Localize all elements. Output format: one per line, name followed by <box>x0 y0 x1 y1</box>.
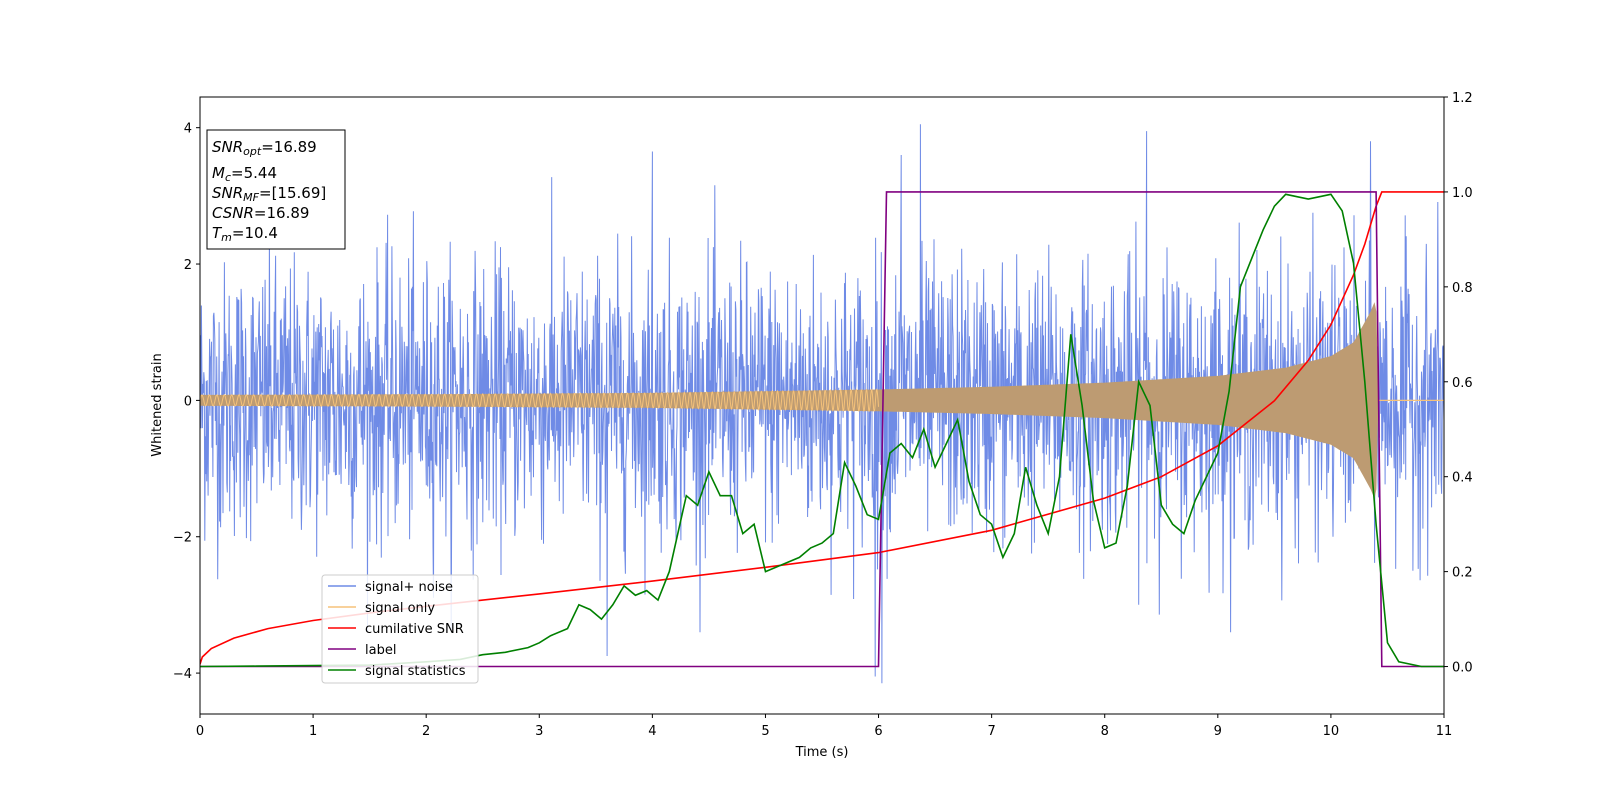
y-axis-right: 1.2 1.0 0.8 0.6 0.4 0.2 0.0 <box>1444 91 1473 676</box>
info-snr-mf: SNRMF=[15.69] <box>212 184 326 204</box>
x-tick-label: 0 <box>196 724 204 739</box>
y-tick-label: 4 <box>184 122 192 137</box>
y2-tick-label: 0.8 <box>1452 281 1473 296</box>
legend-frame <box>321 574 479 684</box>
y-tick-label: 0 <box>184 394 192 409</box>
plot-area <box>200 124 1444 684</box>
axes-frame <box>199 96 1445 715</box>
legend-entry-label: signal statistics <box>365 664 466 679</box>
info-snr-opt: SNRopt=16.89 <box>212 138 317 158</box>
legend-entry-label: cumilative SNR <box>365 622 464 637</box>
x-tick-label: 9 <box>1214 724 1222 739</box>
info-mc: Mc=5.44 <box>212 164 277 184</box>
x-tick-label: 1 <box>309 724 317 739</box>
x-tick-label: 4 <box>648 724 656 739</box>
y2-tick-label: 1.0 <box>1452 186 1473 201</box>
info-csnr: CSNR=16.89 <box>212 204 309 222</box>
legend-entry-label: signal only <box>365 601 435 616</box>
x-tick-label: 7 <box>987 724 995 739</box>
x-tick-label: 6 <box>874 724 882 739</box>
y-axis-left: 4 2 0 −2 −4 <box>173 122 200 682</box>
series-signal-only-line <box>200 388 879 413</box>
y-tick-label: −2 <box>173 531 192 546</box>
y2-tick-label: 1.2 <box>1452 91 1473 106</box>
legend-entry-label: label <box>365 643 396 658</box>
info-tm: Tm=10.4 <box>212 224 278 244</box>
x-tick-label: 8 <box>1101 724 1109 739</box>
x-axis: 0 1 2 3 4 5 6 7 8 9 10 11 <box>196 714 1452 739</box>
x-tick-label: 10 <box>1323 724 1340 739</box>
series-cumilative-snr-line <box>200 191 1444 665</box>
y2-tick-label: 0.4 <box>1452 471 1473 486</box>
y-tick-label: −4 <box>173 667 192 682</box>
info-box-frame <box>206 129 346 250</box>
series-label-line <box>200 191 1444 668</box>
series-signal-statistics-line <box>200 193 1444 668</box>
y2-tick-label: 0.0 <box>1452 661 1473 676</box>
x-tick-label: 2 <box>422 724 430 739</box>
x-tick-label: 11 <box>1436 724 1453 739</box>
y-tick-label: 2 <box>184 258 192 273</box>
y-axis-label: Whitened strain <box>150 353 165 456</box>
info-box: SNRopt=16.89 Mc=5.44 SNRMF=[15.69] CSNR=… <box>206 129 346 250</box>
x-tick-label: 5 <box>761 724 769 739</box>
y2-tick-label: 0.2 <box>1452 566 1473 581</box>
legend-entry-label: signal+ noise <box>365 580 453 595</box>
x-tick-label: 3 <box>535 724 543 739</box>
x-axis-label: Time (s) <box>795 745 849 760</box>
y2-tick-label: 0.6 <box>1452 376 1473 391</box>
legend: signal+ noise signal only cumilative SNR la… <box>321 574 479 684</box>
